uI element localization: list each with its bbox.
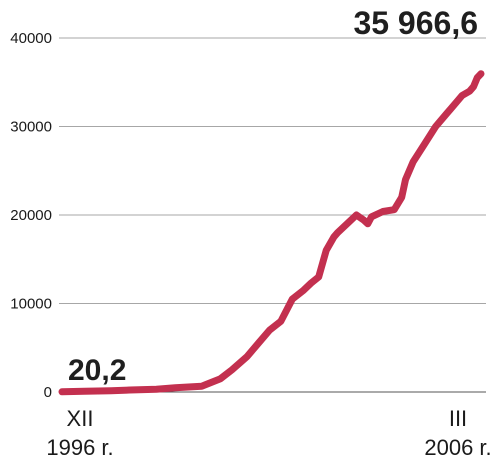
y-tick-label: 30000 [10,119,52,136]
x-end-label-bottom: 2006 r. [424,435,491,460]
x-axis-labels: XII 1996 r. III 2006 r. [46,406,491,460]
x-start-label-bottom: 1996 r. [46,435,113,460]
grid-lines [59,37,486,304]
x-start-label-top: XII [67,406,94,431]
end-value-label: 35 966,6 [353,5,478,41]
y-tick-label: 20000 [10,207,52,224]
x-end-label-top: III [449,406,467,431]
y-tick-label: 10000 [10,296,52,313]
start-value-label: 20,2 [68,354,126,387]
y-tick-label: 0 [44,384,52,401]
series-line [58,70,485,396]
y-axis-tick-labels: 0 10000 20000 30000 40000 [10,30,52,401]
y-tick-label: 40000 [10,30,52,47]
